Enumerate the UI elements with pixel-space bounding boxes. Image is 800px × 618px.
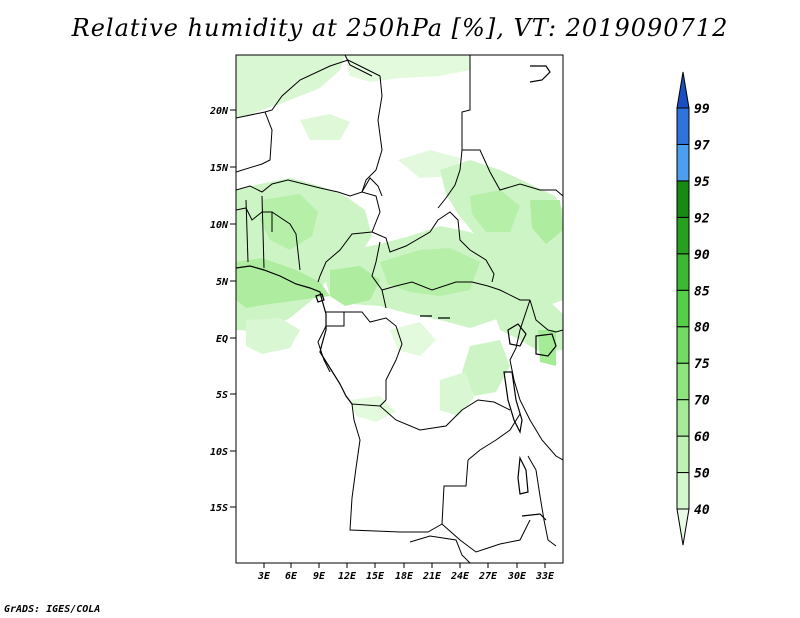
colorbar-bin	[676, 107, 690, 145]
colorbar-label: 60	[694, 430, 710, 445]
colorbar-bin	[676, 180, 690, 218]
lat-label-5n: 5N	[216, 277, 229, 288]
lat-label-15n: 15N	[210, 163, 229, 174]
colorbar-label: 92	[694, 211, 710, 226]
lon-label-12e: 12E	[338, 571, 357, 582]
colorbar-label: 97	[694, 138, 710, 153]
map-title: Relative humidity at 250hPa [%], VT: 201…	[71, 14, 729, 42]
lat-label-5s: 5S	[216, 390, 228, 401]
colorbar-bin	[676, 472, 690, 510]
colorbar-bin	[676, 435, 690, 474]
lat-label-10n: 10N	[210, 220, 229, 231]
map-frame	[235, 54, 564, 564]
colorbar-bin	[676, 216, 690, 255]
humidity-shading	[236, 55, 563, 422]
colorbar-max-arrow	[676, 71, 690, 109]
lon-label-18e: 18E	[395, 571, 414, 582]
colorbar-bin	[676, 399, 690, 437]
lon-label-9e: 9E	[313, 571, 326, 582]
lon-label-21e: 21E	[422, 571, 442, 582]
lon-label-30e: 30E	[507, 571, 527, 582]
colorbar-bin	[676, 253, 690, 291]
lon-label-33e: 33E	[535, 571, 555, 582]
colorbar: 40 50 60 70 75 80 85 90 92 95 97 99	[676, 71, 710, 546]
lon-label-24e: 24E	[450, 571, 470, 582]
colorbar-label: 40	[694, 503, 710, 518]
colorbar-bin	[676, 326, 690, 364]
country-borders	[236, 55, 563, 563]
colorbar-label: 90	[694, 248, 710, 263]
lat-label-15s: 15S	[210, 503, 228, 514]
colorbar-bin	[676, 143, 690, 182]
lon-label-15e: 15E	[366, 571, 385, 582]
colorbar-label: 99	[694, 102, 710, 117]
colorbar-bin	[676, 289, 690, 328]
grads-credit: GrADS: IGES/COLA	[4, 604, 101, 615]
lat-label-10s: 10S	[210, 447, 228, 458]
coastlines	[236, 65, 557, 521]
colorbar-label: 70	[694, 394, 710, 409]
lat-label-20n: 20N	[209, 106, 229, 117]
lon-label-6e: 6E	[285, 571, 298, 582]
colorbar-label: 85	[694, 284, 710, 299]
colorbar-label: 95	[694, 175, 710, 190]
colorbar-label: 50	[694, 467, 710, 482]
colorbar-label: 75	[694, 357, 710, 372]
lon-label-3e: 3E	[257, 571, 271, 582]
colorbar-min-arrow	[676, 508, 690, 546]
map-panel: 20N 15N 10N 5N EQ 5S 10S 15S 3E 6E 9E 12…	[209, 54, 564, 582]
lat-label-eq: EQ	[216, 334, 228, 345]
lon-label-27e: 27E	[478, 571, 498, 582]
colorbar-label: 80	[694, 321, 710, 336]
lon-axis: 3E 6E 9E 12E 15E 18E 21E 24E 27E 30E 33E	[257, 563, 555, 582]
lat-axis: 20N 15N 10N 5N EQ 5S 10S 15S	[209, 106, 236, 514]
colorbar-bin	[676, 362, 690, 401]
